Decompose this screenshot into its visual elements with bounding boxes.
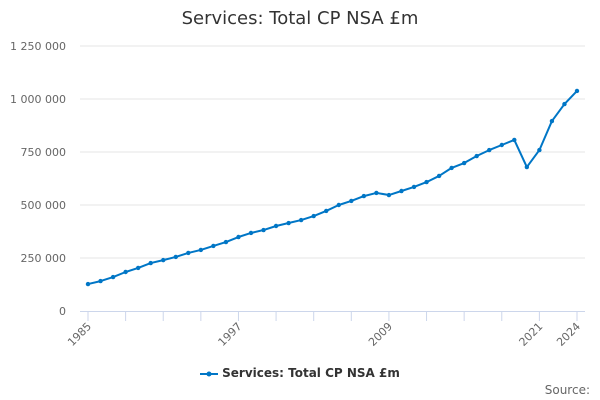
- data-point: [261, 227, 266, 233]
- data-point: [524, 164, 530, 170]
- data-point: [236, 234, 241, 240]
- data-point: [474, 153, 479, 159]
- data-point: [324, 208, 329, 214]
- data-point: [349, 198, 354, 204]
- data-point: [436, 173, 442, 179]
- data-point: [186, 250, 191, 256]
- data-point: [273, 223, 279, 229]
- data-point: [499, 142, 504, 148]
- legend-swatch: [200, 371, 219, 376]
- data-point: [148, 260, 153, 266]
- y-tick-label: 0: [59, 305, 66, 318]
- data-point: [123, 269, 128, 275]
- x-tick-label: 2009: [366, 320, 395, 349]
- data-point: [336, 202, 341, 208]
- data-point: [449, 165, 454, 171]
- series-line: [87, 90, 578, 286]
- x-tick-label: 2021: [517, 320, 546, 349]
- data-point: [286, 220, 291, 226]
- data-point: [549, 118, 555, 124]
- data-point: [211, 243, 216, 249]
- data-point: [110, 274, 116, 280]
- source-label: Source:: [544, 383, 590, 397]
- data-point: [198, 247, 204, 253]
- data-point: [562, 101, 567, 107]
- y-tick-label: 1 000 000: [10, 93, 66, 106]
- legend[interactable]: Services: Total CP NSA £m: [0, 366, 600, 380]
- y-tick-label: 250 000: [21, 252, 67, 265]
- data-point: [98, 278, 103, 284]
- data-point: [173, 254, 178, 260]
- x-tick-label: 2024: [554, 320, 583, 349]
- data-point: [424, 179, 429, 185]
- data-point: [374, 190, 379, 196]
- data-point: [461, 160, 467, 166]
- y-tick-label: 750 000: [21, 146, 67, 159]
- data-point: [298, 217, 304, 223]
- data-point: [161, 257, 166, 263]
- data-point: [311, 213, 316, 219]
- data-point: [512, 137, 517, 143]
- chart-title: Services: Total CP NSA £m: [181, 8, 419, 29]
- data-point: [386, 192, 392, 198]
- data-point: [487, 147, 492, 153]
- legend-label: Services: Total CP NSA £m: [222, 366, 400, 380]
- data-point: [537, 147, 542, 153]
- y-tick-label: 1 250 000: [10, 40, 66, 53]
- data-point: [411, 184, 417, 190]
- data-point: [223, 239, 229, 245]
- data-point: [399, 188, 404, 194]
- data-point: [361, 193, 367, 199]
- x-tick-label: 1985: [65, 320, 94, 349]
- data-point: [135, 265, 141, 271]
- x-tick-label: 1997: [216, 320, 245, 349]
- data-point: [574, 88, 580, 94]
- data-point: [248, 230, 254, 236]
- y-tick-label: 500 000: [21, 199, 67, 212]
- data-point: [85, 281, 91, 287]
